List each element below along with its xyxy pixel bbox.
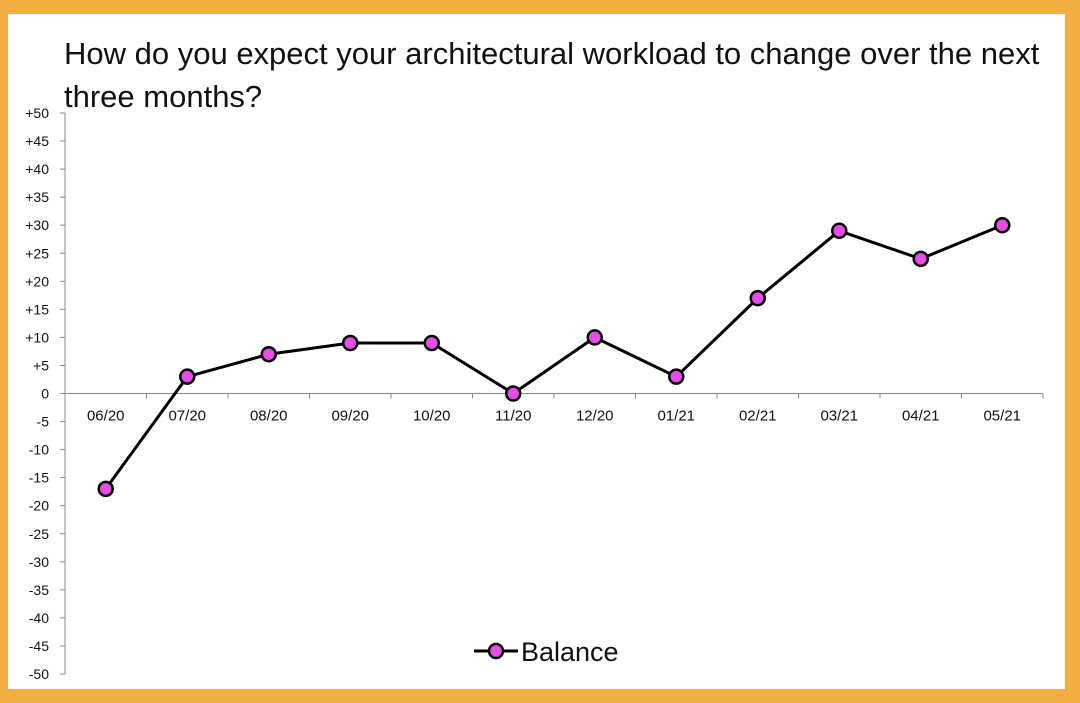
- data-point-balance: [179, 368, 196, 385]
- data-point-balance: [668, 368, 685, 385]
- x-tick-label: 05/21: [983, 408, 1021, 425]
- x-tick-label: 08/20: [250, 408, 288, 425]
- data-point-balance: [342, 334, 359, 352]
- legend-marker-sample: [487, 642, 505, 660]
- legend-label-balance: Balance: [521, 637, 619, 667]
- x-tick-label: 04/21: [902, 408, 940, 425]
- y-tick-label: +15: [25, 301, 49, 317]
- y-tick-label: +5: [33, 357, 49, 373]
- data-point-balance: [912, 250, 929, 268]
- data-point-balance: [505, 385, 522, 402]
- y-tick-label: -35: [29, 582, 49, 598]
- data-point-balance: [97, 480, 114, 498]
- x-tick-label: 11/20: [495, 408, 531, 425]
- x-tick-label: 10/20: [413, 408, 451, 425]
- line-chart: +50+45+40+35+30+25+20+15+10+50-5-10-15-2…: [25, 105, 1044, 682]
- y-tick-label: +50: [25, 105, 49, 121]
- data-point-balance: [586, 329, 603, 346]
- data-point-balance: [994, 216, 1011, 234]
- data-point-balance: [831, 222, 848, 240]
- x-tick-label: 12/20: [576, 408, 614, 425]
- x-tick-label: 02/21: [739, 408, 777, 425]
- y-tick-label: -25: [29, 526, 49, 542]
- y-tick-label: -30: [29, 554, 49, 570]
- y-tick-label: 0: [41, 386, 49, 402]
- data-point-balance: [260, 345, 277, 363]
- y-tick-label: -50: [29, 666, 49, 682]
- x-tick-label: 09/20: [331, 408, 369, 425]
- data-point-balance: [423, 334, 440, 352]
- y-tick-label: +25: [25, 245, 49, 261]
- data-point-balance: [749, 289, 766, 307]
- y-tick-label: +40: [25, 161, 49, 177]
- y-tick-label: -15: [29, 470, 49, 486]
- chart-title: How do you expect your architectural wor…: [64, 36, 1040, 114]
- y-tick-label: +35: [25, 189, 49, 205]
- y-tick-label: +10: [25, 329, 49, 345]
- x-tick-label: 03/21: [820, 408, 858, 425]
- x-tick-label: 01/21: [657, 408, 695, 425]
- x-tick-label: 07/20: [168, 408, 206, 425]
- y-tick-label: +30: [25, 217, 49, 233]
- y-tick-label: -10: [29, 442, 49, 458]
- y-tick-label: +45: [25, 133, 49, 149]
- y-tick-label: -45: [29, 638, 49, 654]
- y-tick-label: +20: [25, 273, 49, 289]
- y-tick-label: -20: [29, 498, 49, 514]
- series-line-balance: [104, 223, 1003, 490]
- y-tick-label: -5: [37, 414, 50, 430]
- y-tick-label: -40: [29, 610, 49, 626]
- chart-card: How do you expect your architectural wor…: [8, 14, 1065, 689]
- corner-decoration: [995, 673, 1065, 689]
- x-tick-label: 06/20: [87, 408, 125, 425]
